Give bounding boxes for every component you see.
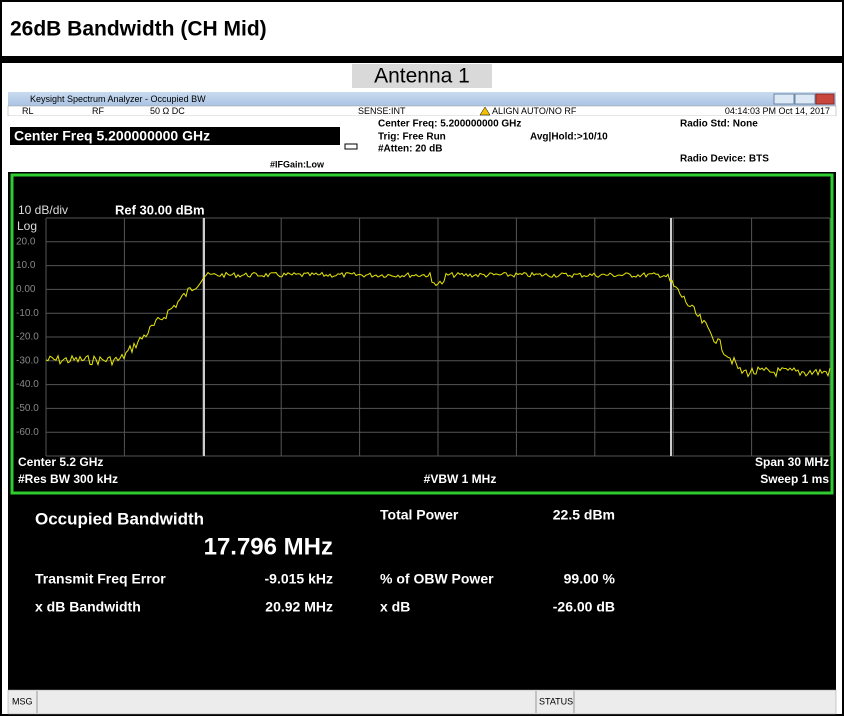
center-label: Center 5.2 GHz	[18, 455, 103, 469]
if-gain: #IFGain:Low	[270, 159, 325, 169]
msg-label: MSG	[12, 696, 33, 706]
results: Occupied Bandwidth 17.796 MHz Total Powe…	[35, 507, 616, 615]
y-labels: 20.0 10.0 0.00 -10.0 -20.0 -30.0 -40.0 -50.0 -60…	[16, 236, 39, 437]
graph-bg	[8, 172, 836, 496]
y-label: -50.0	[16, 403, 39, 414]
warning-icon	[479, 106, 491, 116]
scale-label: 10 dB/div	[18, 203, 68, 217]
obw-power-label: % of OBW Power	[380, 571, 494, 587]
total-power-label: Total Power	[380, 507, 459, 523]
status-row	[7, 105, 837, 117]
center-freq-bg	[10, 127, 340, 145]
res-bw-label: #Res BW 300 kHz	[18, 472, 118, 486]
sweep-label: Sweep 1 ms	[760, 472, 829, 486]
footer	[7, 689, 837, 715]
trace	[45, 271, 831, 378]
status-rl: RL	[22, 106, 34, 116]
trig: Trig: Free Run	[378, 132, 446, 143]
atten: #Atten: 20 dB	[378, 144, 442, 155]
status-sense: SENSE:INT	[358, 106, 406, 116]
y-label: -20.0	[16, 332, 39, 343]
ref-label: Ref 30.00 dBm	[115, 202, 205, 217]
frame	[0, 61, 844, 716]
obw-value: 17.796 MHz	[204, 533, 333, 560]
close-button[interactable]	[815, 93, 835, 105]
center-freq-2: Center Freq: 5.200000000 GHz	[378, 119, 521, 130]
y-label: -30.0	[16, 355, 39, 366]
avg-hold: Avg|Hold:>10/10	[530, 132, 608, 143]
window-title: Keysight Spectrum Analyzer - Occupied BW	[30, 94, 206, 104]
graticule	[45, 217, 831, 457]
status-align: ALIGN AUTO/NO RF	[492, 106, 577, 116]
log-label: Log	[17, 219, 37, 233]
trigger-icon	[344, 143, 358, 150]
obw-label: Occupied Bandwidth	[35, 509, 204, 528]
graph-border	[10, 173, 834, 495]
subtitle: Antenna 1	[374, 65, 470, 88]
y-label: 10.0	[16, 260, 36, 271]
separator	[0, 56, 844, 62]
minimize-button[interactable]	[773, 93, 795, 105]
total-power-value: 22.5 dBm	[553, 507, 615, 523]
results-panel	[8, 496, 836, 690]
vbw-label: #VBW 1 MHz	[424, 472, 497, 486]
title-box	[0, 0, 844, 58]
radio-std: Radio Std: None	[680, 119, 758, 130]
y-label: -10.0	[16, 308, 39, 319]
subtitle-bg	[352, 64, 492, 88]
y-label: 20.0	[16, 236, 36, 247]
page-title: 26dB Bandwidth (CH Mid)	[10, 18, 267, 41]
y-label: 0.00	[16, 284, 36, 295]
window-titlebar	[8, 92, 836, 106]
radio-device: Radio Device: BTS	[680, 154, 769, 165]
span-label: Span 30 MHz	[755, 455, 829, 469]
obw-power-value: 99.00 %	[564, 571, 616, 587]
status-impedance: 50 Ω DC	[150, 106, 185, 116]
status-label: STATUS	[539, 696, 573, 706]
center-freq: Center Freq 5.200000000 GHz	[14, 128, 210, 144]
xdb-bw-value: 20.92 MHz	[265, 599, 333, 615]
y-label: -60.0	[16, 427, 39, 438]
tfe-label: Transmit Freq Error	[35, 571, 166, 587]
tfe-value: -9.015 kHz	[265, 571, 333, 587]
xdb-value: -26.00 dB	[553, 599, 615, 615]
status-rf: RF	[92, 106, 104, 116]
status-time: 04:14:03 PM Oct 14, 2017	[725, 106, 830, 116]
maximize-button[interactable]	[794, 93, 816, 105]
xdb-bw-label: x dB Bandwidth	[35, 599, 141, 615]
y-label: -40.0	[16, 379, 39, 390]
xdb-label: x dB	[380, 599, 410, 615]
